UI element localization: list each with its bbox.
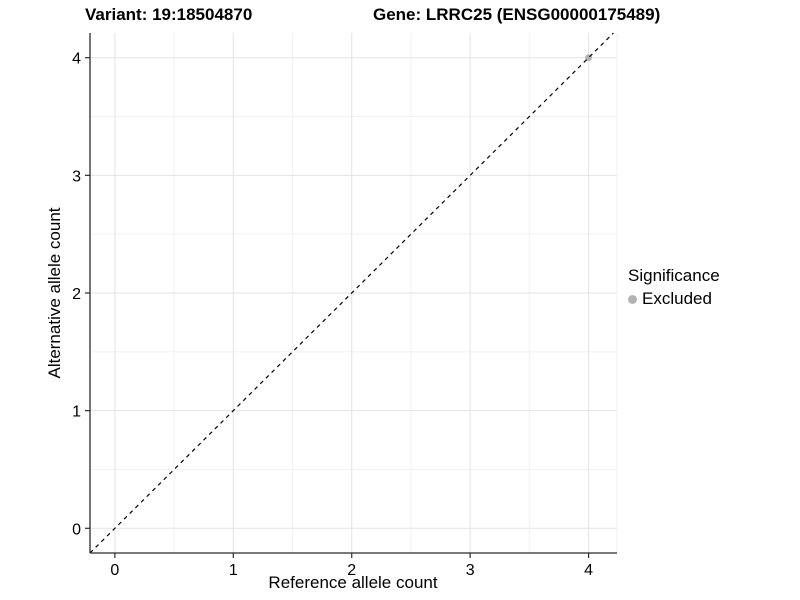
y-tick-label: 0 bbox=[72, 521, 81, 538]
legend-title: Significance bbox=[628, 266, 720, 285]
legend-item-label: Excluded bbox=[642, 289, 712, 308]
x-axis-title: Reference allele count bbox=[268, 573, 438, 592]
y-axis-title: Alternative allele count bbox=[45, 207, 64, 379]
x-tick-label: 0 bbox=[110, 562, 119, 579]
legend-point-icon bbox=[628, 294, 637, 304]
plot-title-variant: Variant: 19:18504870 bbox=[85, 5, 253, 24]
legend-item-excluded: Excluded bbox=[628, 289, 720, 309]
plot-title-gene: Gene: LRRC25 (ENSG00000175489) bbox=[373, 5, 661, 24]
y-tick-label: 2 bbox=[72, 286, 81, 303]
x-tick-label: 1 bbox=[229, 562, 238, 579]
y-tick-label: 4 bbox=[72, 51, 81, 68]
legend: Significance Excluded bbox=[628, 266, 720, 309]
y-tick-label: 1 bbox=[72, 404, 81, 421]
x-tick-label: 4 bbox=[584, 562, 593, 579]
x-tick-label: 3 bbox=[466, 562, 475, 579]
identity-reference-line bbox=[89, 32, 614, 554]
x-tick-label: 2 bbox=[347, 562, 356, 579]
y-tick-label: 3 bbox=[72, 168, 81, 185]
